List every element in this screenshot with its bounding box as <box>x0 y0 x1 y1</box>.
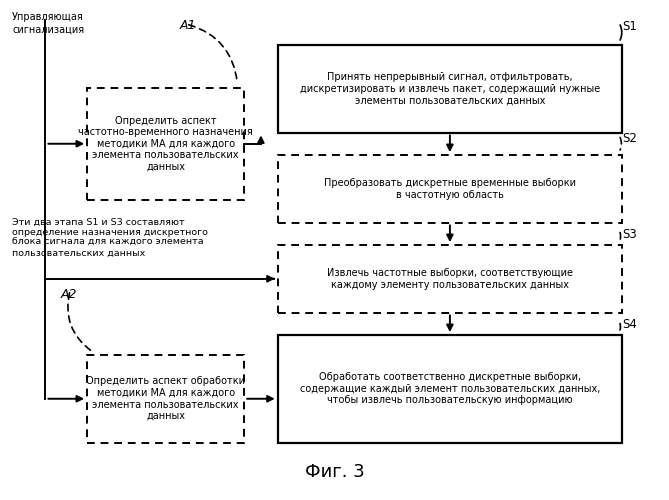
FancyBboxPatch shape <box>278 245 622 312</box>
Text: Управляющая
сигнализация: Управляющая сигнализация <box>12 12 84 34</box>
Text: Фиг. 3: Фиг. 3 <box>304 463 365 481</box>
Text: Определить аспект
частотно-временного назначения
методики МА для каждого
элемент: Определить аспект частотно-временного на… <box>78 116 253 172</box>
FancyBboxPatch shape <box>87 355 244 442</box>
Text: S2: S2 <box>622 132 637 145</box>
FancyBboxPatch shape <box>278 335 622 442</box>
Text: Извлечь частотные выборки, соответствующие
каждому элементу пользовательских дан: Извлечь частотные выборки, соответствующ… <box>327 268 573 289</box>
Text: Принять непрерывный сигнал, отфильтровать,
дискретизировать и извлечь пакет, сод: Принять непрерывный сигнал, отфильтроват… <box>300 72 600 106</box>
Text: Определить аспект обработки
методики МА для каждого
элемента пользовательских
да: Определить аспект обработки методики МА … <box>86 376 245 421</box>
Text: S4: S4 <box>622 318 637 332</box>
Text: S3: S3 <box>622 228 637 240</box>
FancyBboxPatch shape <box>278 155 622 222</box>
Text: S1: S1 <box>622 20 637 33</box>
FancyBboxPatch shape <box>87 88 244 200</box>
Text: A2: A2 <box>60 288 77 300</box>
Text: Преобразовать дискретные временные выборки
в частотную область: Преобразовать дискретные временные выбор… <box>324 178 576 200</box>
Text: Эти два этапа S1 и S3 составляют
определение назначения дискретного
блока сигнал: Эти два этапа S1 и S3 составляют определ… <box>12 218 208 258</box>
Text: Обработать соответственно дискретные выборки,
содержащие каждый элемент пользова: Обработать соответственно дискретные выб… <box>300 372 600 406</box>
Text: A1: A1 <box>179 19 196 32</box>
FancyBboxPatch shape <box>278 45 622 132</box>
